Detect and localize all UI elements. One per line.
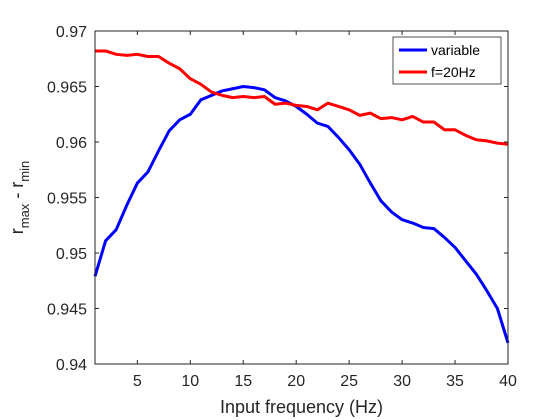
y-axis-title: rmax - rmin [7, 161, 32, 235]
y-tick-label: 0.965 [47, 80, 87, 97]
legend-label-variable: variable [431, 42, 480, 58]
y-axis-title-sub2: min [17, 161, 32, 182]
x-tick-label: 40 [499, 373, 517, 390]
y-tick-label: 0.955 [47, 191, 87, 208]
series-line-variable [93, 85, 510, 344]
legend: variable f=20Hz [392, 36, 502, 85]
x-axis-title: Input frequency (Hz) [220, 397, 383, 417]
x-tick-label: 35 [446, 373, 464, 390]
tick-layer: 5 10 15 20 25 30 35 40 0.94 0.945 0.95 0.955 0.96 0.9… [47, 24, 517, 390]
y-tick-label: 0.94 [56, 357, 87, 374]
y-tick-label: 0.96 [56, 135, 87, 152]
x-tick-label: 25 [340, 373, 358, 390]
x-tick-label: 15 [234, 373, 252, 390]
y-axis-title-mid: - r [7, 182, 27, 204]
x-tick-label: 20 [287, 373, 305, 390]
x-tick-label: 30 [393, 373, 411, 390]
y-axis-title-sub1: max [17, 203, 32, 228]
y-axis-title-r1: r [7, 228, 27, 234]
y-tick-label: 0.95 [56, 246, 87, 263]
series-layer [93, 49, 510, 344]
series-line-f20hz [95, 49, 509, 146]
y-tick-label: 0.97 [56, 24, 87, 41]
plot-area [95, 31, 508, 364]
x-tick-label: 10 [181, 373, 199, 390]
y-tick-label: 0.945 [47, 302, 87, 319]
legend-box [392, 36, 502, 85]
legend-label-f20hz: f=20Hz [431, 64, 476, 80]
x-tick-label: 5 [133, 373, 142, 390]
